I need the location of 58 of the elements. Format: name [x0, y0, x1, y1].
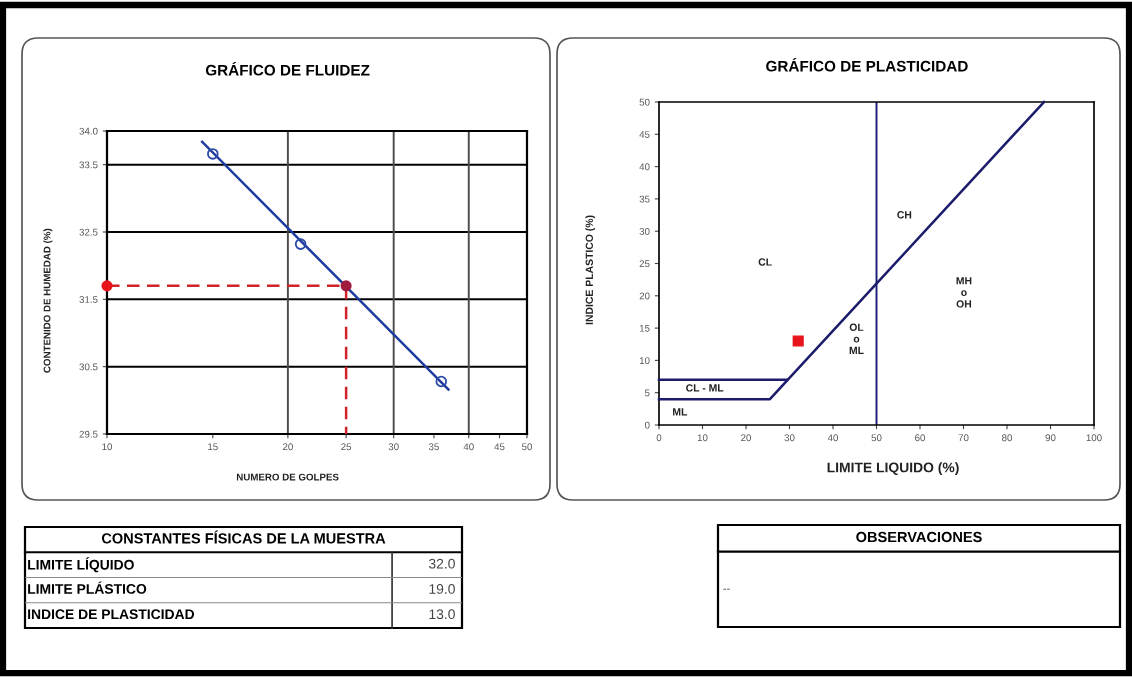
y-tick-label: 33.5: [79, 161, 98, 169]
text: 19.0: [429, 584, 455, 594]
y-tick-label: 20: [639, 292, 650, 300]
y-tick-label: 31.5: [79, 296, 98, 303]
y-tick-label: 40: [639, 163, 650, 171]
x-tick-label: 40: [463, 443, 474, 451]
y-tick-label: 30: [639, 227, 650, 235]
text: CONSTANTES FÍSICAS DE LA MUESTRA: [101, 530, 386, 544]
y-tick-label: 5: [644, 389, 650, 397]
category-label: INDICE DE PLASTICIDAD: [28, 609, 195, 620]
y-tick-label: 32.5: [79, 228, 98, 236]
y-tick-label: 35: [639, 195, 650, 203]
x-tick-label: 100: [1086, 434, 1102, 442]
y-tick-label: 10: [639, 357, 650, 365]
y-tick-label: 29.5: [79, 430, 98, 438]
y-tick-label: 0: [644, 421, 650, 429]
x-axis-title: NUMERO DE GOLPES: [236, 473, 339, 481]
x-tick-label: 10: [697, 434, 708, 442]
annotation: CL - ML: [686, 384, 724, 392]
x-tick-label: 25: [341, 443, 352, 451]
chart-title: GRÁFICO DE PLASTICIDAD: [766, 57, 968, 72]
x-tick-label: 70: [958, 434, 969, 442]
x-tick-label: 50: [521, 443, 533, 451]
x-tick-label: 90: [1045, 434, 1056, 442]
y-axis-title: CONTENIDO DE HUMEDAD (%): [43, 228, 53, 373]
chart-title: GRÁFICO DE FLUIDEZ: [205, 61, 370, 76]
category-label: LIMITE LÍQUIDO: [28, 557, 134, 573]
y-axis-title: INDICE PLASTICO (%): [585, 215, 596, 325]
annotation: MH o OH: [956, 277, 972, 308]
text: --: [723, 588, 730, 590]
x-tick-label: 45: [494, 443, 505, 451]
text: OBSERVACIONES: [856, 531, 982, 543]
category-label: LIMITE PLÁSTICO: [28, 581, 147, 594]
x-tick-label: 15: [208, 443, 218, 451]
y-tick-label: 45: [639, 131, 650, 138]
annotation: CL: [758, 258, 772, 266]
text: 32.0: [428, 558, 455, 569]
annotation: ML: [673, 408, 688, 416]
x-tick-label: 80: [1002, 434, 1013, 442]
x-axis-title: LIMITE LIQUIDO (%): [827, 462, 959, 476]
annotation: CH: [897, 211, 912, 219]
x-tick-label: 40: [827, 434, 839, 442]
y-tick-label: 50: [639, 98, 650, 106]
x-tick-label: 10: [102, 443, 113, 451]
x-tick-label: 60: [915, 434, 926, 442]
y-tick-label: 34.0: [79, 127, 98, 135]
y-tick-label: 25: [639, 260, 650, 268]
y-tick-label: 15: [639, 324, 650, 332]
x-tick-label: 50: [871, 434, 882, 442]
y-tick-label: 30.5: [79, 363, 98, 371]
x-tick-label: 0: [656, 434, 662, 442]
x-tick-label: 20: [741, 434, 752, 442]
x-tick-label: 30: [784, 434, 795, 442]
x-tick-label: 30: [388, 443, 399, 451]
annotation: OL o ML: [849, 323, 864, 355]
text: 13.0: [429, 609, 455, 620]
x-tick-label: 20: [282, 443, 293, 451]
x-tick-label: 35: [428, 443, 439, 451]
